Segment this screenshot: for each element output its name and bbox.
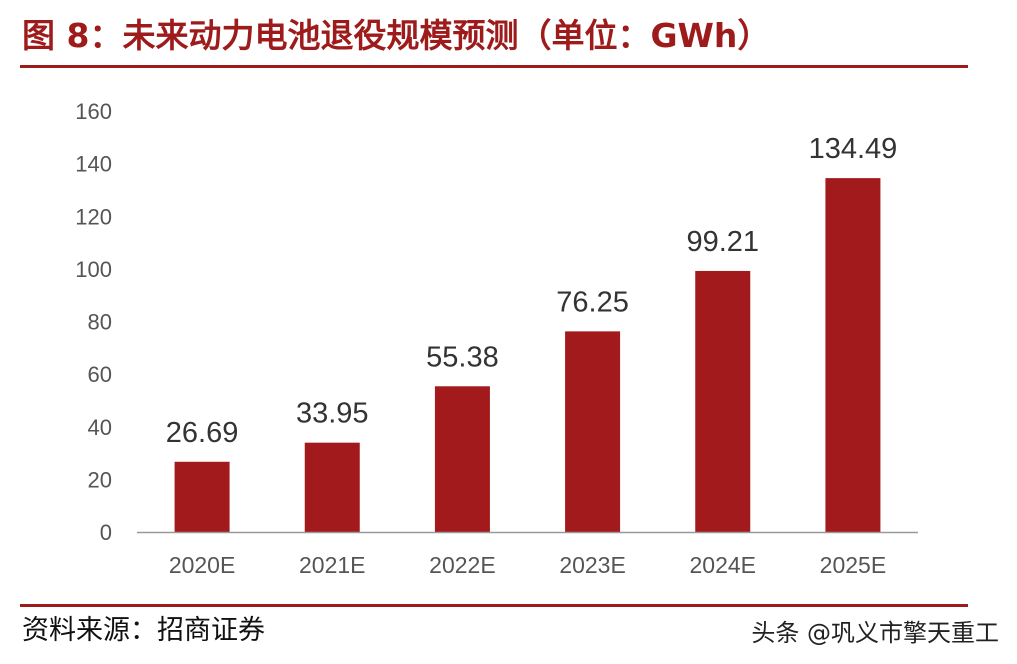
y-axis: 0 20 40 60 80 100 120 140 160 xyxy=(75,99,112,545)
source-note: 资料来源：招商证券 xyxy=(22,615,265,646)
bar-2022E xyxy=(434,386,490,532)
chart-title: 图 8：未来动力电池退役规模预测（单位：GWh） xyxy=(22,16,771,55)
x-tick-label: 2025E xyxy=(820,552,887,578)
bars xyxy=(174,178,881,533)
y-tick-label: 160 xyxy=(75,99,112,124)
data-label: 134.49 xyxy=(809,133,898,165)
x-tick-label: 2023E xyxy=(559,552,626,578)
data-label: 26.69 xyxy=(166,417,239,449)
y-tick-label: 40 xyxy=(88,415,112,440)
title-divider xyxy=(20,65,968,68)
y-tick-label: 20 xyxy=(88,467,112,492)
watermark-credit: 头条 @巩义市擎天重工 xyxy=(751,619,999,647)
y-tick-label: 60 xyxy=(88,362,112,387)
bar-2023E xyxy=(565,331,621,532)
data-label: 76.25 xyxy=(556,286,629,318)
y-tick-label: 120 xyxy=(75,204,112,229)
data-label: 55.38 xyxy=(426,341,499,373)
y-tick-label: 100 xyxy=(75,257,112,282)
x-tick-label: 2020E xyxy=(169,552,236,578)
x-tick-label: 2024E xyxy=(689,552,756,578)
data-label: 33.95 xyxy=(296,398,369,430)
data-labels: 26.69 33.95 55.38 76.25 99.21 134.49 xyxy=(166,133,897,449)
bar-2021E xyxy=(304,442,360,532)
footer-divider xyxy=(20,604,968,607)
bar-2024E xyxy=(695,270,751,532)
y-tick-label: 0 xyxy=(100,520,112,545)
bar-2020E xyxy=(174,461,230,532)
x-axis: 2020E 2021E 2022E 2023E 2024E 2025E xyxy=(169,552,886,578)
x-tick-label: 2021E xyxy=(299,552,366,578)
y-tick-label: 80 xyxy=(88,310,112,335)
data-label: 99.21 xyxy=(686,226,759,258)
bar-2025E xyxy=(825,178,881,533)
y-tick-label: 140 xyxy=(75,152,112,177)
x-tick-label: 2022E xyxy=(429,552,496,578)
